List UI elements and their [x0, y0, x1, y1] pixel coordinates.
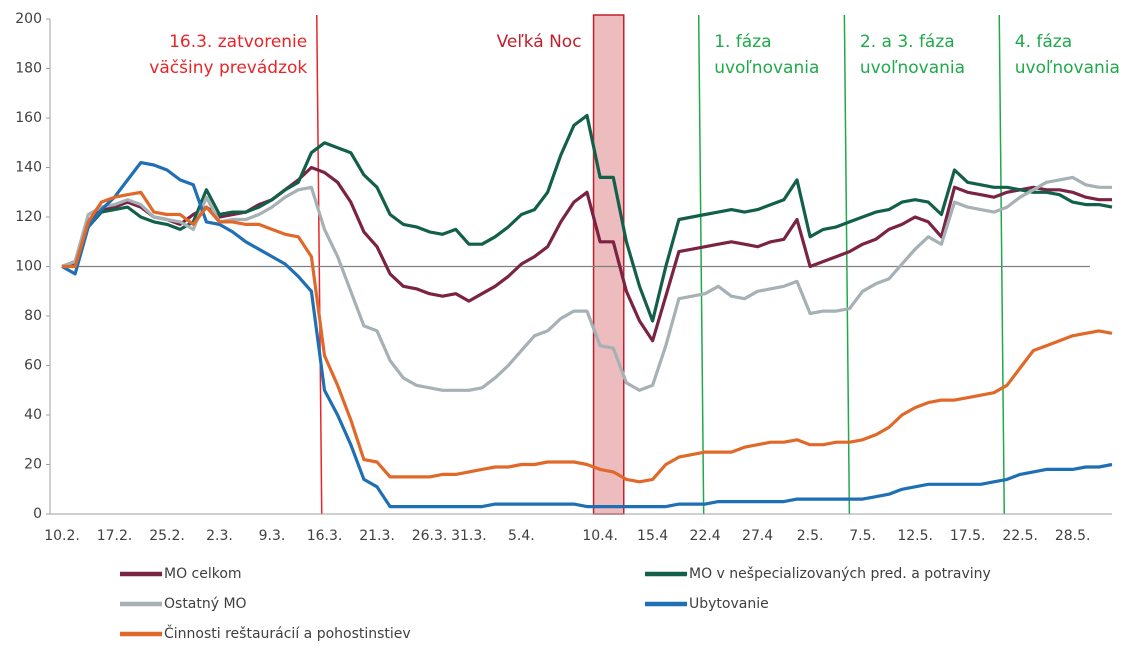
x-tick-label: 31.3. — [451, 528, 487, 544]
series-line — [61, 161, 1113, 509]
legend-label: MO celkom — [164, 566, 242, 582]
series-line — [61, 113, 1113, 323]
annotation-text: uvoľnovania — [1015, 58, 1120, 78]
y-tick-label: 40 — [24, 407, 42, 423]
x-tick-label: 10.4. — [582, 528, 618, 544]
series-line — [62, 190, 1113, 484]
y-tick-label: 160 — [15, 110, 42, 126]
x-tick-label: 22.4 — [690, 528, 721, 544]
x-tick-label: 12.5. — [897, 528, 933, 544]
x-tick-label: 15.4 — [637, 528, 668, 544]
x-tick-label: 17.2. — [97, 528, 133, 544]
event-line — [843, 14, 851, 515]
y-tick-label: 20 — [24, 457, 42, 473]
x-tick-label: 7.5. — [849, 528, 876, 544]
y-tick-label: 100 — [15, 259, 42, 275]
x-tick-label: 2.5. — [797, 528, 824, 544]
annotation-text: 4. fáza — [1015, 32, 1072, 52]
x-tick-label: 2.3. — [206, 528, 233, 544]
annotation-text: Veľká Noc — [497, 32, 582, 52]
annotation-text: uvoľnovania — [714, 58, 819, 78]
y-tick-label: 60 — [24, 358, 42, 374]
x-tick-label: 26.3. — [412, 528, 448, 544]
y-tick-label: 180 — [15, 61, 42, 77]
legend-label: Ubytovanie — [689, 596, 769, 612]
x-tick-label: 28.5. — [1055, 528, 1091, 544]
y-tick-label: 80 — [24, 308, 42, 324]
x-tick-label: 10.2. — [44, 528, 80, 544]
x-tick-label: 9.3. — [259, 528, 286, 544]
y-tick-label: 120 — [15, 209, 42, 225]
annotation-text: uvoľnovania — [860, 58, 965, 78]
x-tick-label: 27.4 — [742, 528, 773, 544]
x-tick-label: 16.3. — [307, 528, 343, 544]
annotation-text: 1. fáza — [714, 32, 771, 52]
legend-label: Činnosti reštaurácií a pohostinstiev — [164, 624, 411, 642]
x-tick-label: 17.5. — [950, 528, 986, 544]
y-tick-label: 0 — [33, 506, 42, 522]
y-tick-label: 140 — [15, 160, 42, 176]
x-tick-label: 22.5. — [1002, 528, 1038, 544]
annotation-text: väčšiny prevádzok — [149, 58, 307, 78]
x-tick-label: 25.2. — [149, 528, 185, 544]
annotation-text: 2. a 3. fáza — [860, 32, 955, 52]
annotation-text: 16.3. zatvorenie — [169, 32, 307, 52]
event-line — [316, 14, 323, 515]
legend-label: Ostatný MO — [164, 596, 247, 612]
legend-label: MO v nešpecializovaných pred. a potravin… — [689, 566, 991, 582]
y-tick-label: 200 — [15, 11, 42, 27]
x-tick-label: 21.3. — [359, 528, 395, 544]
event-line — [998, 14, 1005, 515]
x-tick-label: 5.4. — [508, 528, 535, 544]
series-line — [61, 175, 1112, 392]
event-line — [697, 14, 705, 515]
